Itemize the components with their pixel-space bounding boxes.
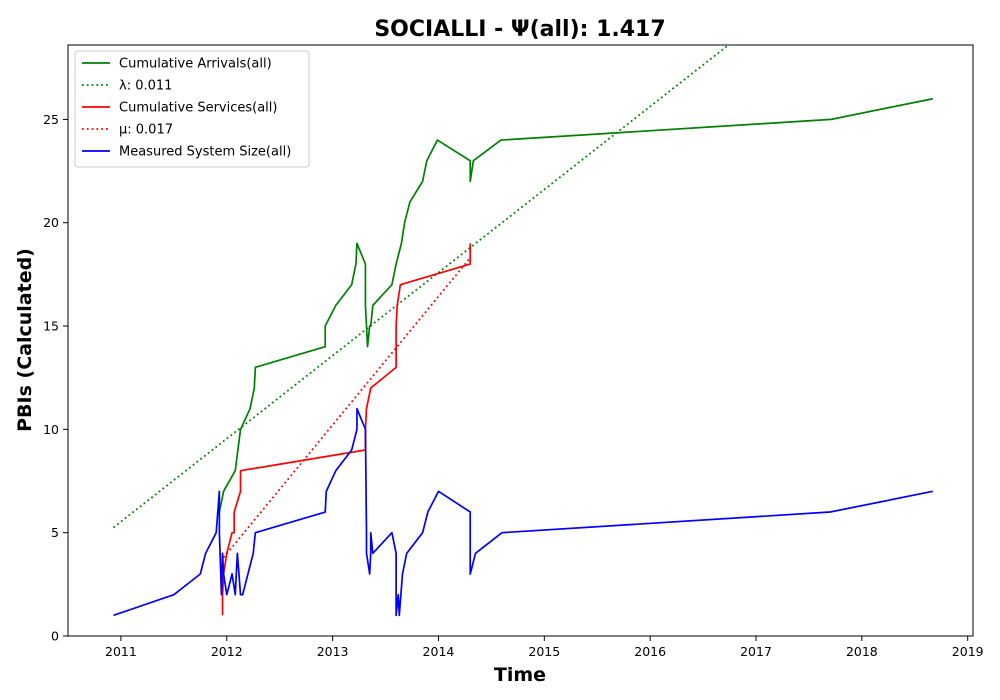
x-tick-label-2015: 2015 (528, 644, 560, 659)
x-tick-label-2012: 2012 (211, 644, 243, 659)
legend-box (74, 50, 310, 168)
x-tick-label-2017: 2017 (740, 644, 772, 659)
legend: Cumulative Arrivals(all) λ: 0.011 Cumulati… (74, 50, 310, 168)
y-tick-label-5: 5 (51, 525, 59, 540)
plot-area (67, 44, 974, 637)
series-line-0-017-3 (222, 257, 471, 559)
plot-frame (67, 44, 974, 637)
series-line-0-011-1 (112, 45, 730, 529)
x-axis-label: Time (494, 664, 546, 686)
legend-label-1: λ: 0.011 (119, 79, 172, 94)
y-tick-label-15: 15 (43, 319, 59, 334)
x-tick-label-2018: 2018 (846, 644, 878, 659)
x-axis: 2011 2012 2013 2014 2015 2016 2017 2018 2019 (105, 636, 984, 659)
series-line-cumulative-services-all-2 (221, 243, 472, 616)
series-group (112, 45, 933, 617)
x-tick-label-2013: 2013 (317, 644, 349, 659)
x-tick-label-2016: 2016 (634, 644, 666, 659)
legend-label-2: Cumulative Services(all) (119, 101, 277, 116)
chart-title: SOCIALLI - Ψ(all): 1.417 (374, 17, 665, 42)
x-tick-label-2011: 2011 (105, 644, 137, 659)
x-tick-label-2019: 2019 (952, 644, 984, 659)
series-line-measured-system-size-all-4 (113, 407, 933, 617)
y-axis: 0 5 10 15 20 25 (43, 112, 68, 644)
y-tick-label-20: 20 (43, 215, 59, 230)
y-tick-label-0: 0 (51, 629, 59, 644)
legend-label-3: μ: 0.017 (119, 123, 173, 138)
y-axis-label: PBIs (Calculated) (14, 248, 36, 432)
series-line-cumulative-arrivals-all-0 (218, 97, 933, 513)
legend-label-0: Cumulative Arrivals(all) (119, 57, 272, 72)
legend-label-4: Measured System Size(all) (119, 145, 291, 160)
x-tick-label-2014: 2014 (423, 644, 455, 659)
y-tick-label-10: 10 (43, 422, 59, 437)
y-tick-label-25: 25 (43, 112, 59, 127)
